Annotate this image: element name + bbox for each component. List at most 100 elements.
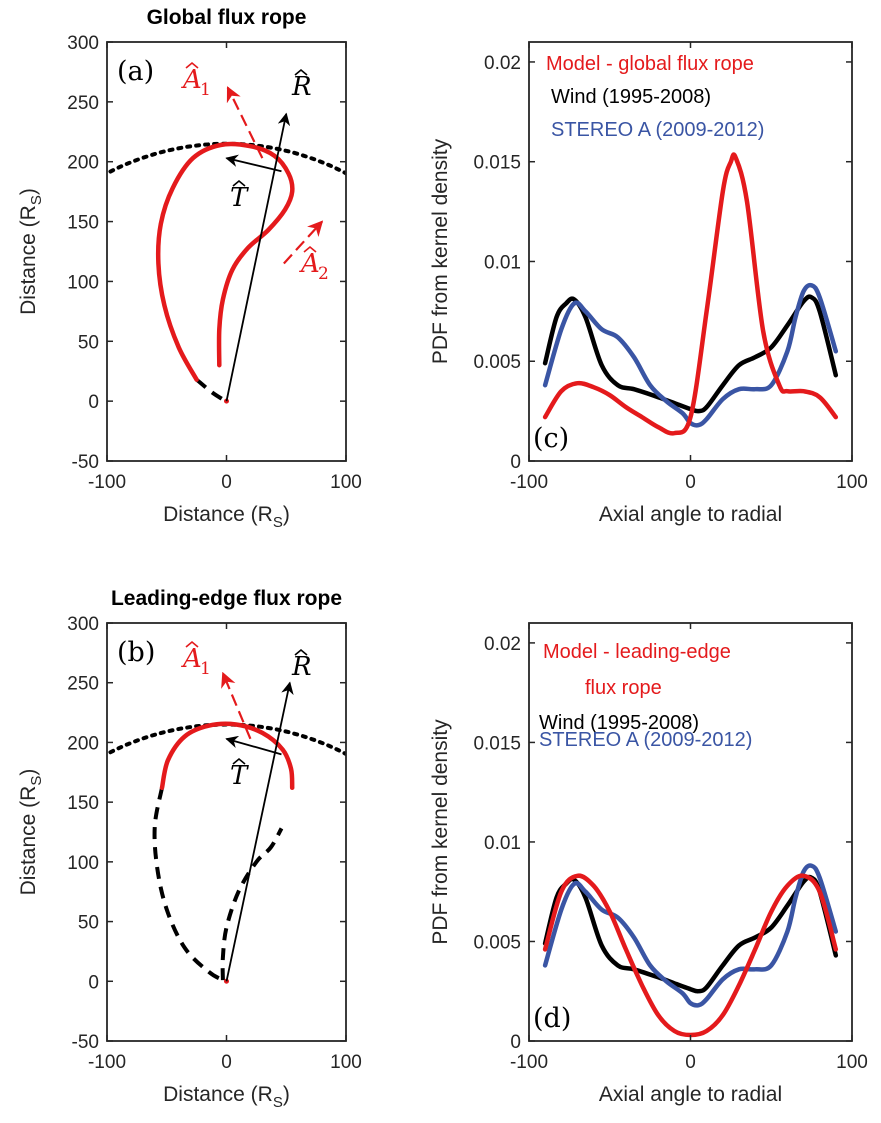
vector-t-label: T (230, 757, 249, 791)
vector-a1-subscript: 1 (200, 80, 211, 100)
legend-entry: flux rope (585, 677, 662, 699)
y-axis-label-main: PDF from kernel density (429, 719, 452, 945)
legend-entry: Wind (1995-2008) (551, 86, 711, 108)
plot-area (542, 863, 839, 1038)
hat-icon (303, 245, 317, 253)
vector-a1-label: A1 (181, 640, 211, 679)
series-line-stereo-a (542, 282, 839, 428)
y-tick-label: 200 (67, 733, 99, 754)
x-tick-label: 0 (685, 472, 696, 493)
flux-rope-dashed-leg-2 (220, 827, 284, 981)
axes-box (106, 41, 347, 462)
hat-icon (232, 757, 246, 765)
y-tick-label: 150 (67, 213, 99, 234)
panel-label: (b) (117, 637, 155, 668)
flux-rope-dashed-leg (152, 787, 224, 982)
x-tick-label: 100 (330, 472, 362, 493)
plot-area (542, 152, 839, 436)
y-axis-label-main: PDF from kernel density (429, 138, 452, 364)
vector-r-arrow (225, 681, 294, 982)
panel-title: Global flux rope (147, 6, 307, 29)
hat-icon (185, 640, 199, 648)
y-axis-label-main: Distance (R (17, 786, 40, 896)
y-tick-label: 50 (78, 332, 99, 353)
y-tick-label: 100 (67, 272, 99, 293)
vector-a1-arrow (221, 671, 252, 740)
x-axis-label-close: ) (283, 503, 290, 526)
x-axis-label: Distance (RS) (163, 503, 290, 531)
y-tick-label: 0.015 (473, 733, 521, 754)
y-axis-label-sub: S (28, 195, 45, 205)
heliocentric-distance-arc (107, 141, 346, 176)
hat-icon (232, 179, 246, 187)
axes-box (528, 41, 853, 462)
x-tick-label: 0 (685, 1052, 696, 1073)
y-axis-label: PDF from kernel density (429, 719, 452, 945)
vector-a1-label: A1 (181, 61, 211, 100)
x-tick-label: 100 (330, 1052, 362, 1073)
x-axis-label-sub: S (273, 1094, 283, 1111)
vector-r-arrow (225, 112, 291, 402)
x-axis-label-main: Distance (R (163, 1083, 273, 1106)
vector-a1-symbol: A (181, 65, 202, 95)
y-axis-label-sub: S (28, 776, 45, 786)
flux-rope-dashed-leg (195, 378, 223, 401)
x-tick-label: -100 (510, 1052, 548, 1073)
y-tick-label: 0.02 (484, 53, 521, 74)
y-tick-label: 250 (67, 674, 99, 695)
y-tick-label: 0.005 (473, 932, 521, 953)
y-tick-label: 100 (67, 853, 99, 874)
vector-a1-arrow (226, 86, 264, 159)
hat-icon (294, 648, 308, 656)
x-tick-label: -100 (510, 472, 548, 493)
y-tick-label: 0.02 (484, 634, 521, 655)
y-axis-label: PDF from kernel density (429, 138, 452, 364)
flux-rope-axis (159, 721, 295, 791)
y-tick-label: 0 (88, 392, 99, 413)
x-tick-label: -100 (88, 472, 126, 493)
x-axis-label-main: Axial angle to radial (599, 503, 782, 526)
series-line-stereo-a (542, 863, 839, 1008)
vector-t-arrow (225, 735, 282, 756)
vector-a2-subscript: 2 (318, 264, 329, 284)
vector-r-label: R (291, 68, 312, 102)
y-tick-label: -50 (72, 452, 99, 473)
vector-r-symbol: R (291, 72, 312, 102)
series-line-model (542, 152, 839, 436)
hat-icon (185, 61, 199, 69)
flux-rope-axis (155, 141, 295, 382)
legend-entry: Wind (1995-2008) (539, 712, 699, 734)
heliocentric-distance-arc (107, 722, 346, 757)
vector-a1-subscript: 1 (200, 659, 211, 679)
plot-area (107, 671, 346, 984)
vector-a1-symbol: A (181, 644, 202, 674)
x-tick-label: 0 (221, 472, 232, 493)
vector-a2-symbol: A (299, 249, 320, 279)
y-tick-label: 250 (67, 93, 99, 114)
y-tick-label: 0.015 (473, 153, 521, 174)
x-axis-label: Axial angle to radial (599, 1083, 782, 1106)
y-axis-label-main: Distance (R (17, 205, 40, 315)
x-axis-label: Distance (RS) (163, 1083, 290, 1111)
vector-t-symbol: T (230, 761, 249, 791)
plot-area (107, 86, 346, 404)
panel-a-global-flux-rope: -100 0 100-50050100150200250300RTA1A2(a)Gl… (17, 6, 362, 531)
x-axis-label: Axial angle to radial (599, 503, 782, 526)
y-tick-label: 0.005 (473, 352, 521, 373)
y-tick-label: 0 (88, 972, 99, 993)
y-tick-label: 150 (67, 793, 99, 814)
vector-a2-label: A2 (299, 245, 329, 284)
vector-r-label: R (291, 648, 312, 682)
y-tick-label: 300 (67, 614, 99, 635)
panel-label: (d) (533, 1003, 571, 1034)
y-axis-label-close: ) (17, 188, 40, 195)
y-tick-label: 50 (78, 913, 99, 934)
vector-t-label: T (230, 179, 249, 213)
y-tick-label: 300 (67, 33, 99, 54)
x-axis-label-sub: S (273, 514, 283, 531)
x-tick-label: -100 (88, 1052, 126, 1073)
vector-t-symbol: T (230, 183, 249, 213)
